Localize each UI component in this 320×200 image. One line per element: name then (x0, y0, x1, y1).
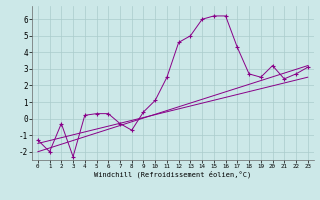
X-axis label: Windchill (Refroidissement éolien,°C): Windchill (Refroidissement éolien,°C) (94, 171, 252, 178)
